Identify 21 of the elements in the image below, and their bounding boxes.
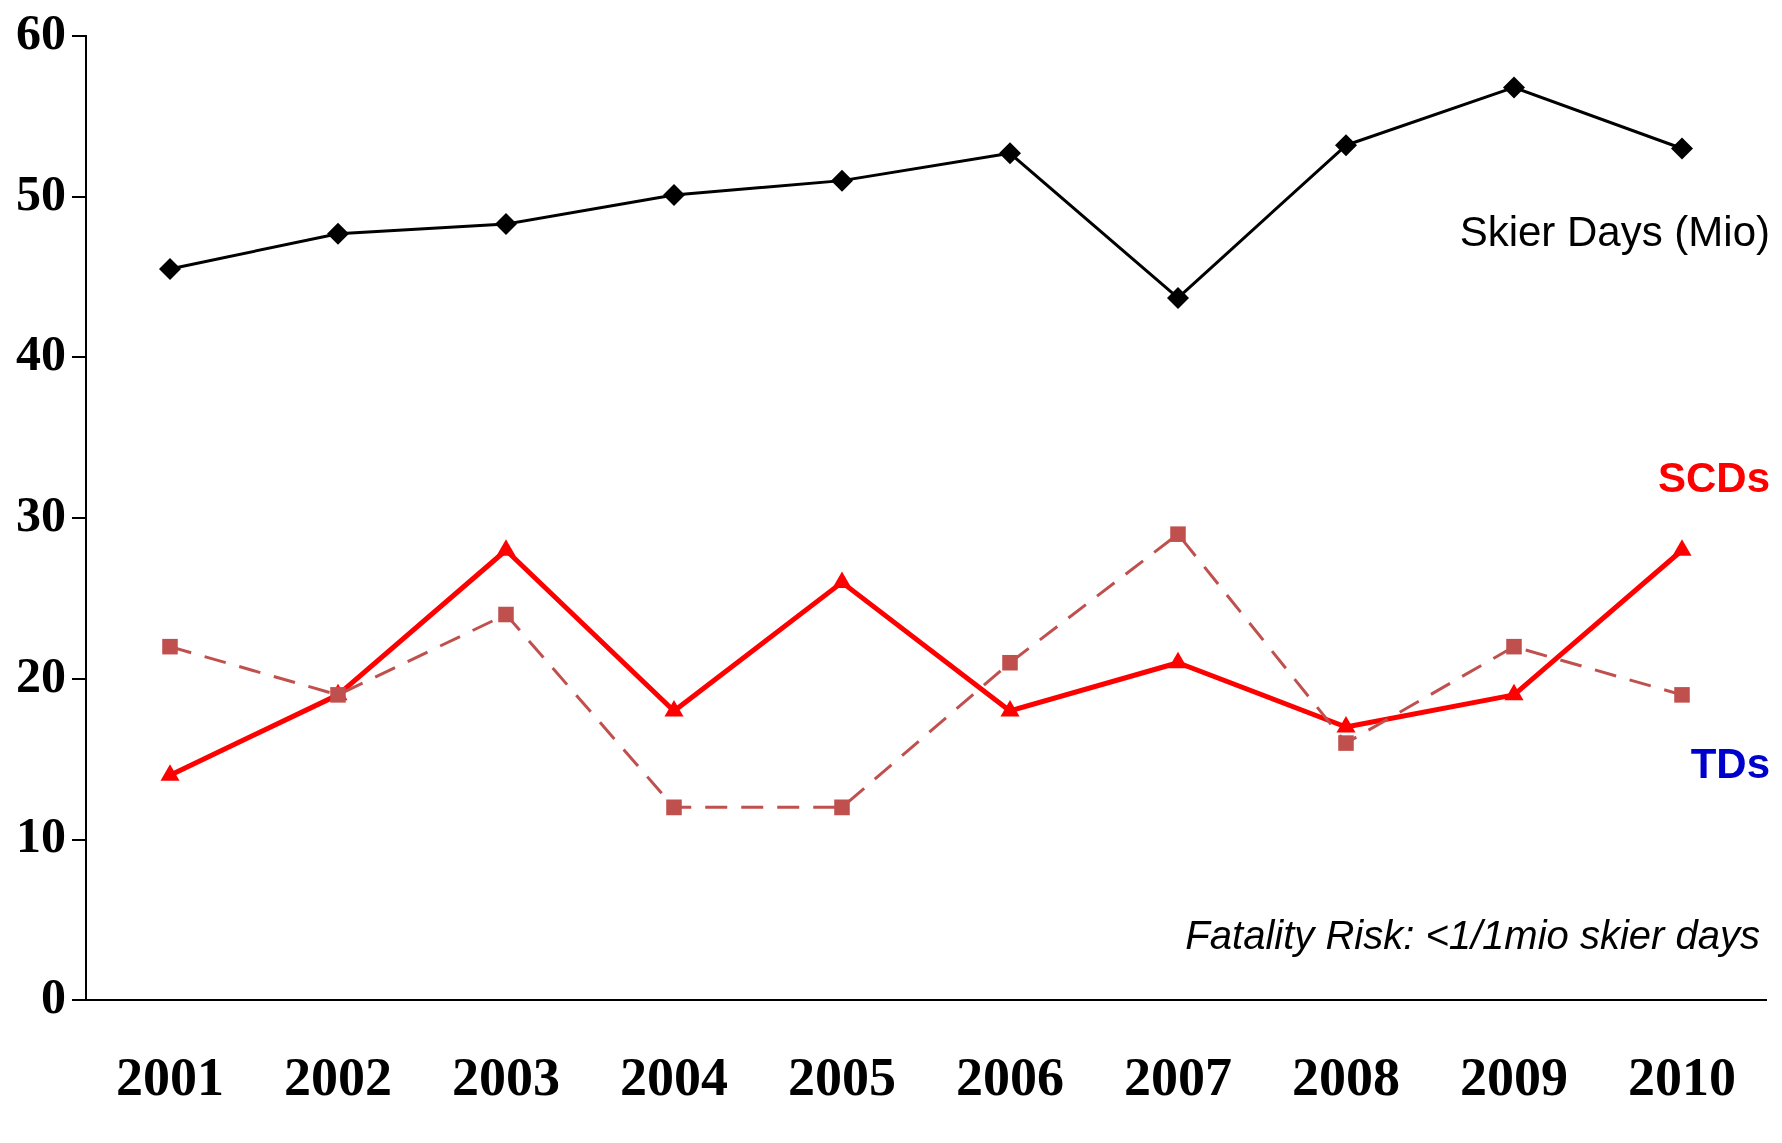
y-tick-label: 30 bbox=[16, 486, 66, 543]
y-tick-label: 20 bbox=[16, 646, 66, 703]
x-tick-label: 2002 bbox=[284, 1046, 392, 1107]
x-tick-label: 2004 bbox=[620, 1046, 728, 1107]
annotation: Fatality Risk: <1/1mio skier days bbox=[1185, 913, 1760, 958]
y-tick-label: 10 bbox=[16, 807, 66, 864]
x-tick-label: 2006 bbox=[956, 1046, 1064, 1107]
y-tick-label: 50 bbox=[16, 164, 66, 221]
series-label: TDs bbox=[1690, 740, 1770, 788]
x-tick-label: 2010 bbox=[1628, 1046, 1736, 1107]
x-tick-label: 2003 bbox=[452, 1046, 560, 1107]
series-label: SCDs bbox=[1657, 453, 1770, 501]
text: Skier Days (Mio) bbox=[1459, 208, 1770, 256]
x-tick-label: 2005 bbox=[788, 1046, 896, 1107]
x-tick-label: 2001 bbox=[116, 1046, 224, 1107]
x-tick-label: 2009 bbox=[1460, 1046, 1568, 1107]
y-tick-label: 60 bbox=[16, 3, 66, 60]
x-tick-label: 2008 bbox=[1292, 1046, 1400, 1107]
y-tick-label: 0 bbox=[41, 968, 66, 1025]
x-tick-label: 2007 bbox=[1124, 1046, 1232, 1107]
y-tick-label: 40 bbox=[16, 325, 66, 382]
